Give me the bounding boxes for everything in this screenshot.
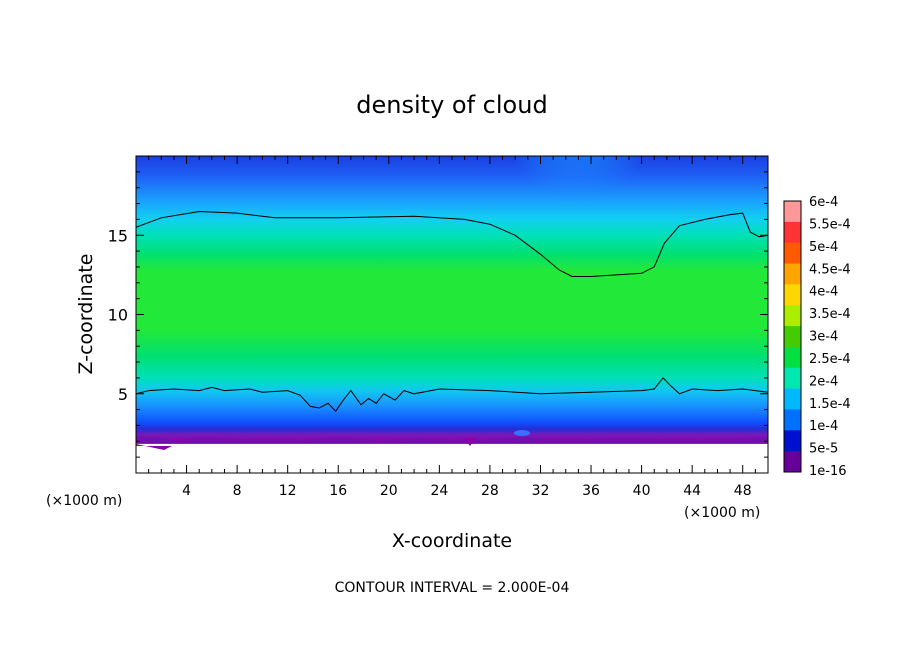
colorbar-label: 6e-4 bbox=[809, 195, 838, 210]
y-tick-label: 5 bbox=[118, 385, 128, 404]
y-tick-label: 10 bbox=[108, 306, 128, 325]
colorbar-label: 1e-4 bbox=[809, 419, 838, 434]
heatmap-field bbox=[136, 156, 768, 473]
y-axis-label: Z-coordinate bbox=[75, 254, 97, 375]
x-tick-label: 40 bbox=[633, 483, 651, 499]
x-tick-label: 32 bbox=[532, 483, 550, 499]
colorbar-swatch bbox=[784, 451, 801, 473]
colorbar-label: 4e-4 bbox=[809, 285, 838, 300]
x-tick-label: 48 bbox=[734, 483, 752, 499]
y-axis: 5 10 15 bbox=[108, 171, 768, 458]
colorbar-swatch bbox=[784, 409, 801, 431]
colorbar-swatch bbox=[784, 430, 801, 452]
x-tick-label: 4 bbox=[182, 483, 191, 499]
x-unit-left: (×1000 m) bbox=[46, 493, 122, 509]
colorbar-label: 5e-5 bbox=[809, 442, 838, 457]
colorbar-swatch bbox=[784, 388, 801, 410]
contour-lines bbox=[136, 210, 768, 412]
colorbar-frame bbox=[783, 200, 802, 473]
colorbar-swatch bbox=[784, 326, 801, 348]
colorbar-label: 1e-16 bbox=[809, 464, 847, 479]
colorbar-label: 4.5e-4 bbox=[809, 262, 851, 277]
colorbar-swatch bbox=[784, 242, 801, 265]
x-axis: 4 8 12 16 20 24 28 32 36 40 44 48 bbox=[148, 156, 756, 499]
colorbar-swatch bbox=[784, 305, 801, 327]
x-tick-label: 28 bbox=[481, 483, 499, 499]
x-tick-label: 12 bbox=[279, 483, 297, 499]
contour-line-upper bbox=[136, 210, 768, 277]
contour-line-lower bbox=[136, 377, 768, 412]
colorbar-swatch bbox=[784, 367, 801, 390]
colorbar-label: 3.5e-4 bbox=[809, 307, 851, 322]
x-tick-label: 44 bbox=[683, 483, 701, 499]
colorbar-swatch bbox=[784, 284, 801, 306]
colorbar-swatch bbox=[784, 263, 801, 285]
colorbar-label: 5e-4 bbox=[809, 240, 838, 255]
y-tick-label: 15 bbox=[108, 226, 128, 245]
colorbar-label: 2e-4 bbox=[809, 374, 838, 389]
colorbar-label: 3e-4 bbox=[809, 330, 838, 345]
x-tick-label: 36 bbox=[582, 483, 600, 499]
chart-title: density of cloud bbox=[356, 91, 547, 119]
x-tick-label: 24 bbox=[430, 483, 448, 499]
x-unit-right: (×1000 m) bbox=[684, 505, 760, 521]
colorbar-label: 5.5e-4 bbox=[809, 217, 851, 232]
colorbar: 6e-4 5.5e-4 5e-4 4.5e-4 4e-4 3.5e-4 3e-4 2.5e-4… bbox=[783, 195, 851, 479]
colorbar-swatch bbox=[784, 221, 801, 244]
x-tick-label: 16 bbox=[329, 483, 347, 499]
colorbar-swatch bbox=[784, 201, 801, 223]
colorbar-swatch bbox=[784, 346, 801, 369]
x-tick-label: 20 bbox=[380, 483, 398, 499]
colorbar-label: 2.5e-4 bbox=[809, 352, 851, 367]
colorbar-label: 1.5e-4 bbox=[809, 397, 851, 412]
contour-interval-footer: CONTOUR INTERVAL = 2.000E-04 bbox=[335, 580, 570, 596]
x-axis-label: X-coordinate bbox=[392, 530, 512, 552]
x-tick-label: 8 bbox=[233, 483, 242, 499]
